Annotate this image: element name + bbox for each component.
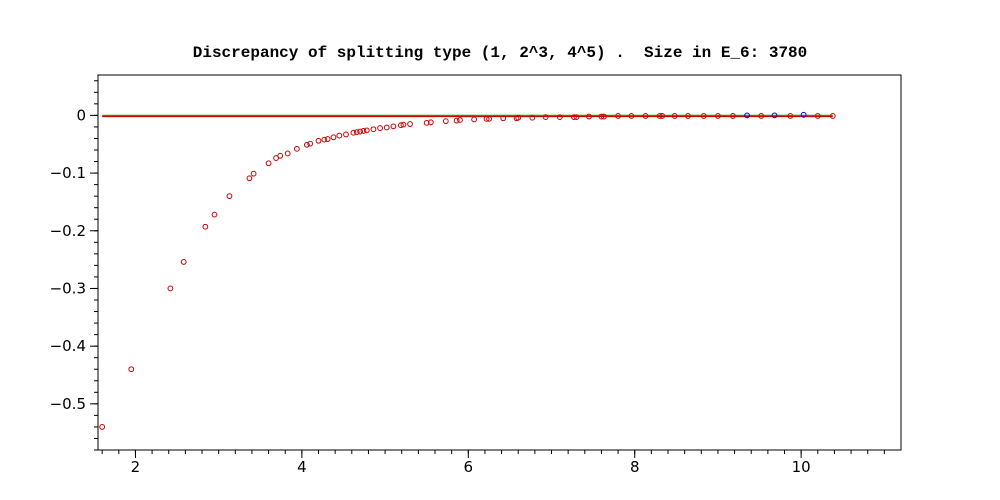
data-point <box>167 285 174 292</box>
data-point <box>457 117 463 123</box>
data-point <box>423 119 430 126</box>
data-point <box>529 114 536 121</box>
data-point <box>400 121 407 128</box>
data-points <box>99 111 836 430</box>
y-tick-label: −0.3 <box>50 279 86 297</box>
data-point <box>303 141 310 148</box>
data-point <box>321 136 328 143</box>
data-point <box>571 114 577 121</box>
data-point <box>515 114 522 121</box>
data-point <box>730 113 736 119</box>
data-point <box>586 113 592 120</box>
data-point <box>284 150 291 157</box>
data-point <box>360 128 367 134</box>
data-point <box>383 124 390 131</box>
data-point <box>471 116 478 123</box>
data-point <box>814 113 821 119</box>
data-point <box>542 114 549 121</box>
data-point <box>353 129 360 136</box>
data-point <box>671 113 678 119</box>
chart-title: Discrepancy of splitting type (1, 2^3, 4… <box>192 44 808 62</box>
x-tick-label: 4 <box>297 458 307 476</box>
data-point <box>453 117 460 124</box>
data-point <box>370 126 377 133</box>
data-point <box>573 114 580 121</box>
data-point <box>357 128 364 135</box>
data-point <box>771 112 778 119</box>
x-tick-label: 2 <box>131 458 141 476</box>
data-point <box>324 136 331 142</box>
data-point <box>628 113 635 119</box>
data-point <box>829 113 836 119</box>
data-point <box>336 132 343 139</box>
data-point <box>442 118 449 125</box>
data-point <box>128 366 135 373</box>
data-point <box>700 113 707 119</box>
data-point <box>601 113 607 120</box>
data-point <box>486 115 492 122</box>
x-tick-label: 6 <box>464 458 474 476</box>
data-point <box>273 155 279 161</box>
data-point <box>180 259 187 265</box>
data-point <box>350 129 357 136</box>
data-point <box>758 113 765 119</box>
data-point <box>307 140 314 147</box>
data-point <box>226 193 233 200</box>
reference-lines <box>102 114 833 118</box>
y-axis: 0 −0.1 −0.2 −0.3 −0.4 −0.5 <box>50 80 98 451</box>
data-point <box>343 131 349 138</box>
data-point <box>363 127 370 134</box>
data-point <box>659 113 666 119</box>
data-point <box>483 115 490 122</box>
y-tick-label: 0 <box>76 106 86 124</box>
data-point <box>500 115 507 122</box>
data-point <box>315 137 322 144</box>
data-point <box>407 121 413 127</box>
data-point <box>211 211 218 218</box>
data-point <box>656 113 663 119</box>
data-point <box>397 122 404 129</box>
data-point <box>715 113 721 119</box>
data-point <box>800 111 807 118</box>
y-tick-label: −0.5 <box>50 395 86 413</box>
data-point <box>330 134 337 141</box>
data-point <box>615 113 621 119</box>
data-point <box>377 125 383 131</box>
y-tick-label: −0.2 <box>50 222 86 240</box>
data-point <box>685 113 691 119</box>
data-point <box>744 112 750 119</box>
data-point <box>99 424 106 430</box>
data-point <box>265 160 272 167</box>
x-axis: 2 4 6 8 10 <box>101 450 885 476</box>
data-point <box>787 113 794 119</box>
data-point <box>598 113 605 120</box>
data-point <box>427 119 434 126</box>
data-point <box>390 123 397 130</box>
data-point <box>277 152 284 159</box>
data-point <box>642 113 649 119</box>
data-point <box>293 145 300 152</box>
plot-frame <box>97 74 902 451</box>
data-point <box>556 114 563 121</box>
data-point <box>202 223 209 230</box>
y-tick-label: −0.1 <box>50 164 86 182</box>
x-tick-label: 8 <box>630 458 640 476</box>
data-point <box>246 175 253 182</box>
y-tick-label: −0.4 <box>50 337 86 355</box>
data-point <box>250 170 257 177</box>
x-tick-label: 10 <box>792 458 811 476</box>
